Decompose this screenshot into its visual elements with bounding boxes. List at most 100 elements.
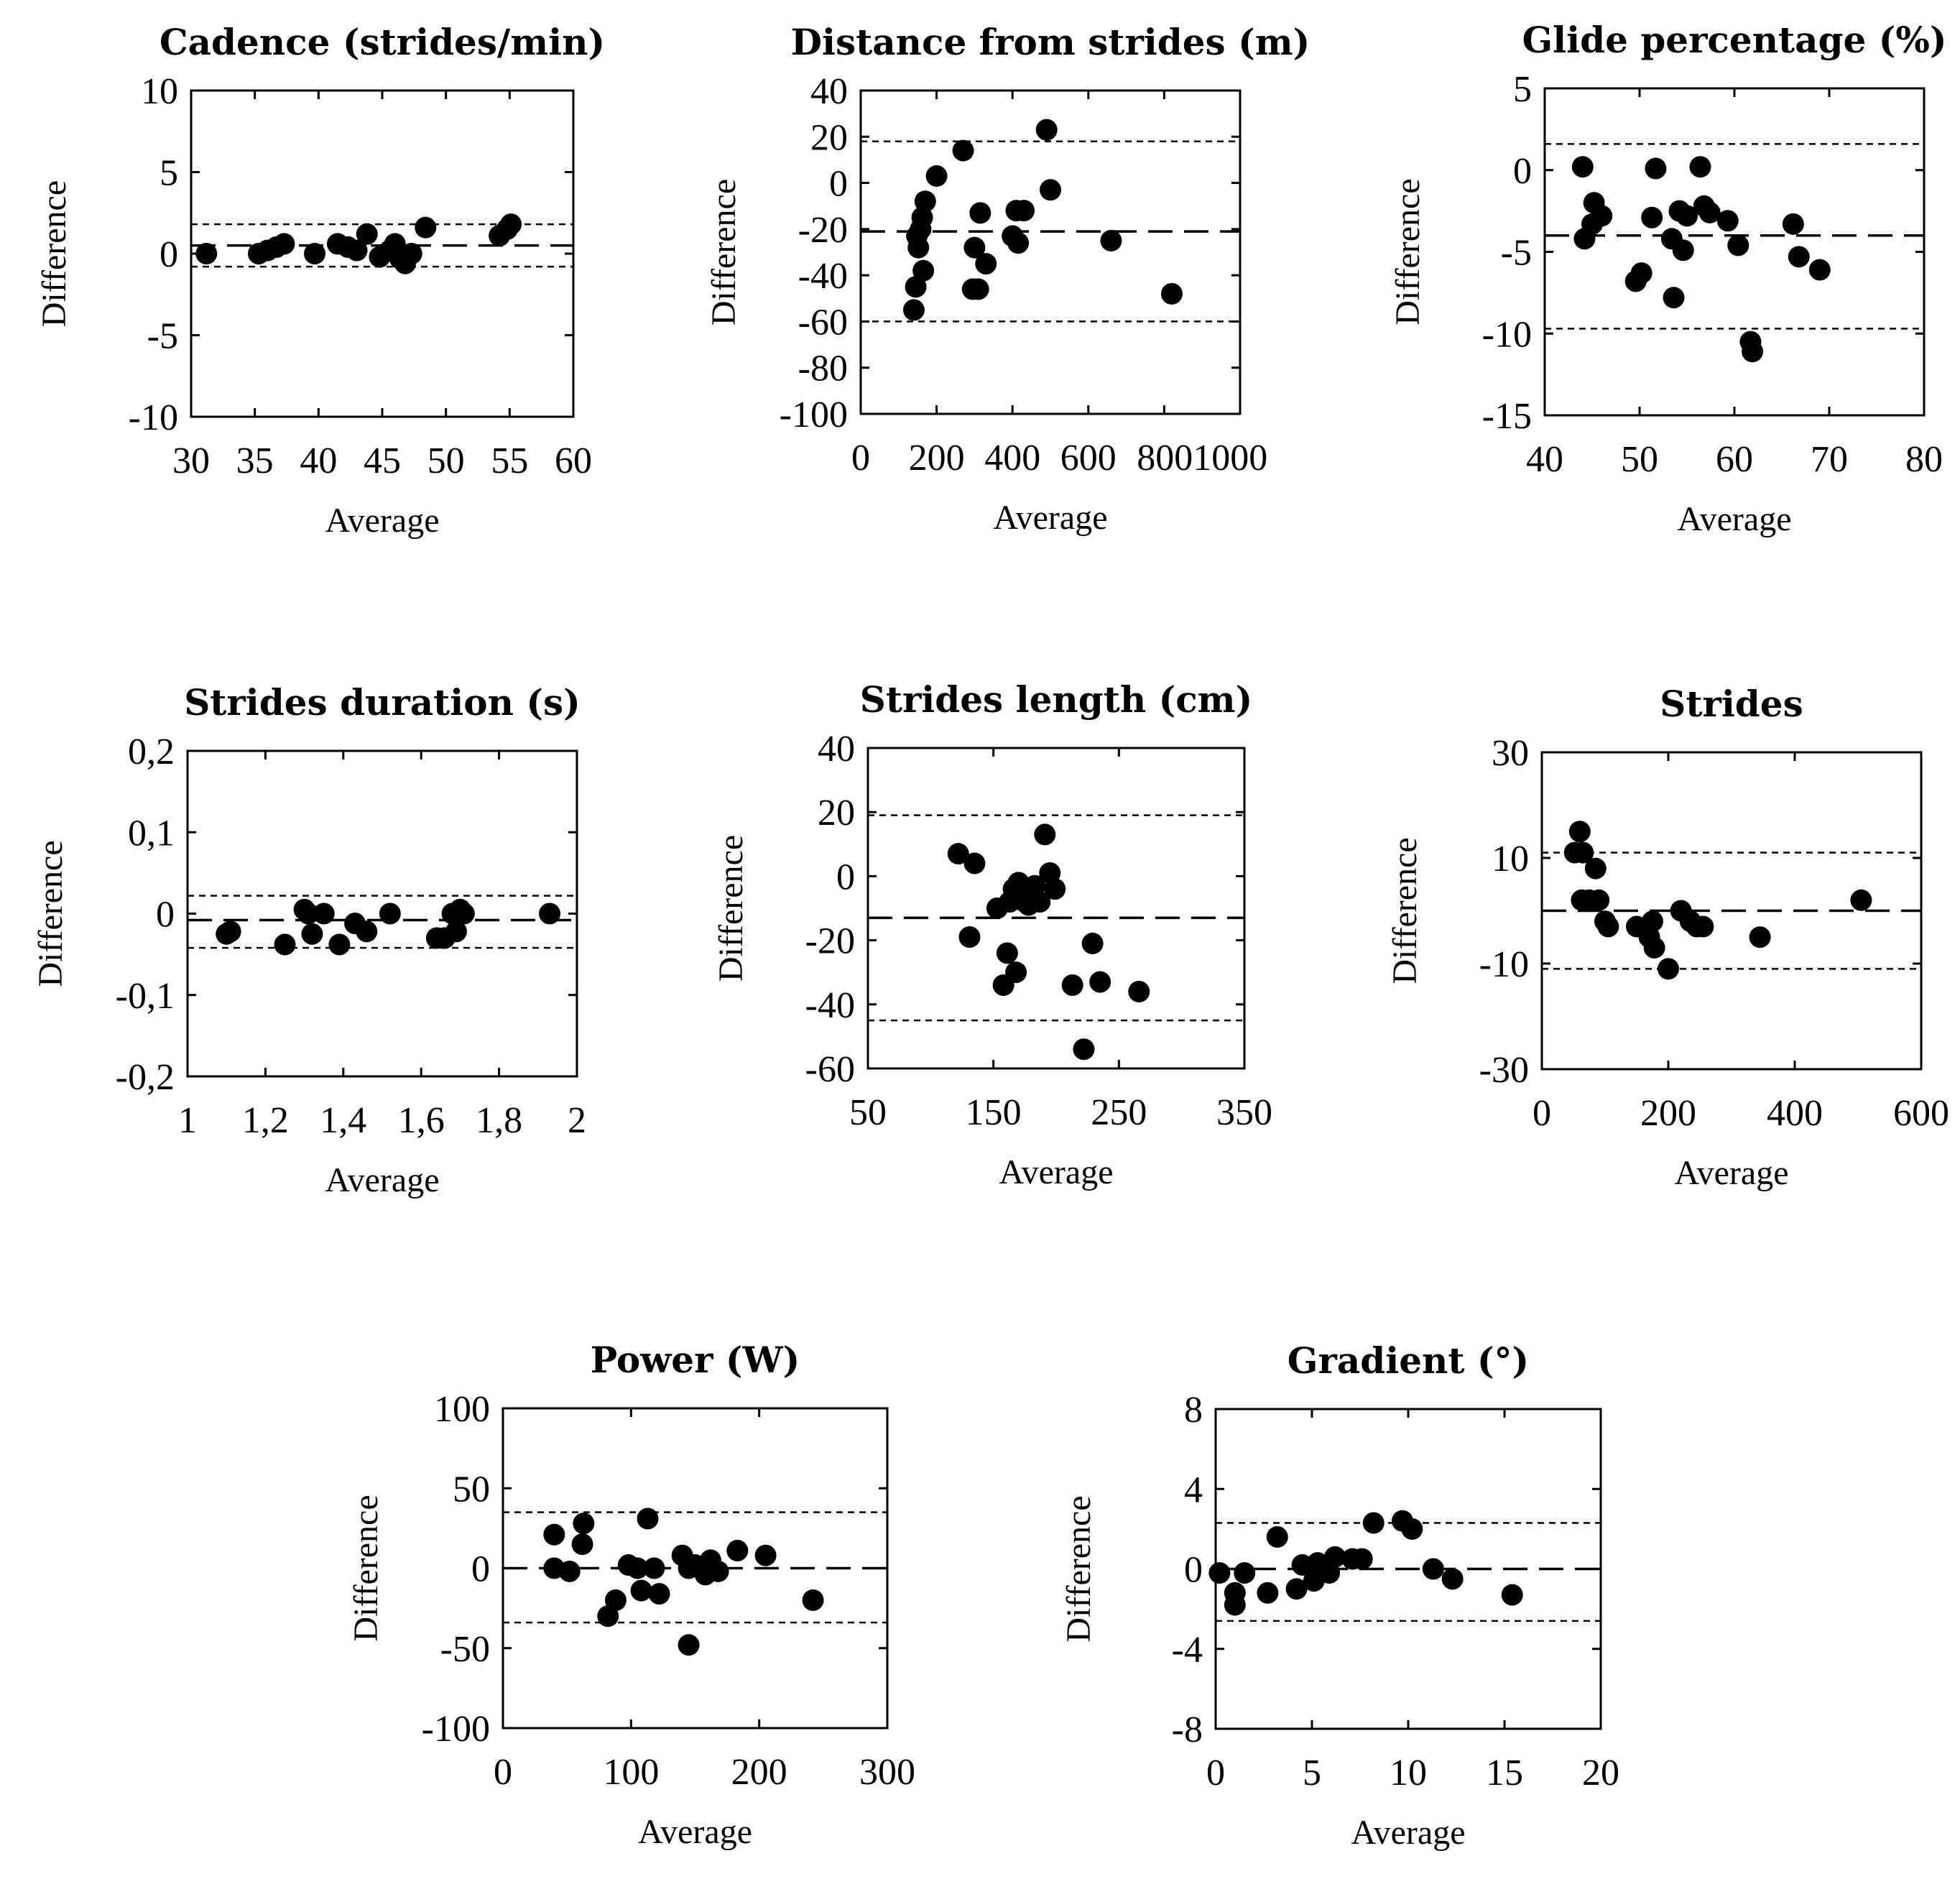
x-tick-label: 150 [966,1092,1022,1133]
data-point [1081,933,1104,955]
data-point [1782,213,1804,235]
y-tick-label: -0,1 [116,976,175,1017]
data-point [914,190,936,213]
y-tick-label: -80 [798,348,848,389]
x-axis-label: Average [325,1161,440,1199]
chart-title: Cadence (strides/min) [160,21,605,63]
data-point [1351,1548,1373,1570]
x-axis-label: Average [325,502,440,540]
y-axis-label: Difference [347,1495,385,1641]
data-point [1645,157,1667,180]
x-axis-label: Average [999,1153,1114,1191]
x-tick-label: 1,6 [398,1100,445,1141]
x-tick-label: 200 [731,1752,787,1793]
data-point [273,233,295,255]
data-point [415,216,437,239]
y-tick-label: 0 [1513,151,1532,192]
y-tick-label: -50 [440,1629,490,1670]
data-point [630,1579,652,1602]
x-tick-label: 55 [491,440,528,481]
plot-frame [866,747,1246,1070]
y-tick-label: -15 [1482,396,1532,437]
data-point [1005,961,1027,984]
y-tick-label: -100 [780,394,848,435]
data-point [500,213,522,236]
x-tick-label: 50 [427,440,465,481]
y-tick-label: -30 [1479,1050,1529,1091]
y-tick-label: 40 [810,71,848,112]
data-point [1089,971,1111,993]
data-point [195,243,218,264]
data-point [400,243,422,264]
y-tick-label: 20 [810,117,848,158]
data-point [1588,889,1610,911]
data-point [637,1507,659,1530]
data-point [1663,287,1685,309]
data-point [975,253,997,275]
data-point [1073,1038,1095,1061]
data-point [967,278,989,300]
data-point [1597,915,1619,938]
plot-frame [859,89,1242,415]
y-tick-label: -100 [422,1709,490,1750]
data-point [1040,179,1061,201]
y-tick-label: -40 [805,985,855,1026]
data-point [573,1513,595,1535]
y-tick-label: 30 [1492,733,1529,774]
data-point [1422,1558,1444,1580]
data-point [1808,259,1831,281]
y-axis-label: Difference [32,840,70,987]
data-point [1257,1581,1279,1604]
data-point [445,920,467,943]
data-point [1266,1526,1288,1548]
data-point [313,902,335,925]
y-tick-label: -5 [1501,233,1532,274]
data-point [947,843,969,865]
y-axis-label: Difference [1060,1495,1098,1642]
data-point [604,1589,627,1611]
data-point [1208,1562,1231,1584]
x-tick-label: 2 [568,1100,586,1141]
x-tick-label: 0 [1533,1093,1551,1134]
y-tick-label: 0 [160,234,178,275]
data-point [543,1523,565,1546]
y-tick-label: 50 [453,1469,490,1510]
x-tick-label: 80 [1905,439,1943,480]
x-tick-label: 15 [1486,1753,1523,1793]
y-tick-label: 8 [1184,1390,1203,1431]
y-tick-label: 5 [1513,69,1532,110]
data-point [297,902,320,925]
data-point [907,236,930,259]
data-point [1788,246,1810,268]
x-axis-label: Average [638,1813,752,1851]
y-tick-label: 0,1 [128,813,175,854]
y-tick-label: 5 [160,153,178,194]
x-tick-label: 1,4 [320,1100,366,1141]
data-point [1571,156,1594,178]
data-point [539,902,561,925]
chart-title: Gradient (°) [1288,1339,1529,1382]
y-tick-label: -10 [1482,314,1532,355]
data-point [1035,119,1058,141]
y-axis-label: Difference [712,835,750,982]
data-point [905,276,927,298]
x-tick-label: 5 [1303,1753,1321,1793]
x-tick-label: 0 [494,1752,512,1793]
y-tick-label: -40 [798,256,848,297]
y-tick-label: -20 [805,921,855,962]
data-point [643,1557,665,1579]
data-point [1160,282,1183,305]
data-point [969,202,991,224]
y-tick-label: 0,2 [128,731,175,772]
data-point [1716,210,1739,232]
data-point [1234,1562,1256,1584]
y-tick-label: 10 [1492,839,1529,879]
data-point [1285,1578,1308,1600]
data-point [1672,239,1694,262]
data-point [1698,201,1721,223]
data-point [1029,891,1051,913]
